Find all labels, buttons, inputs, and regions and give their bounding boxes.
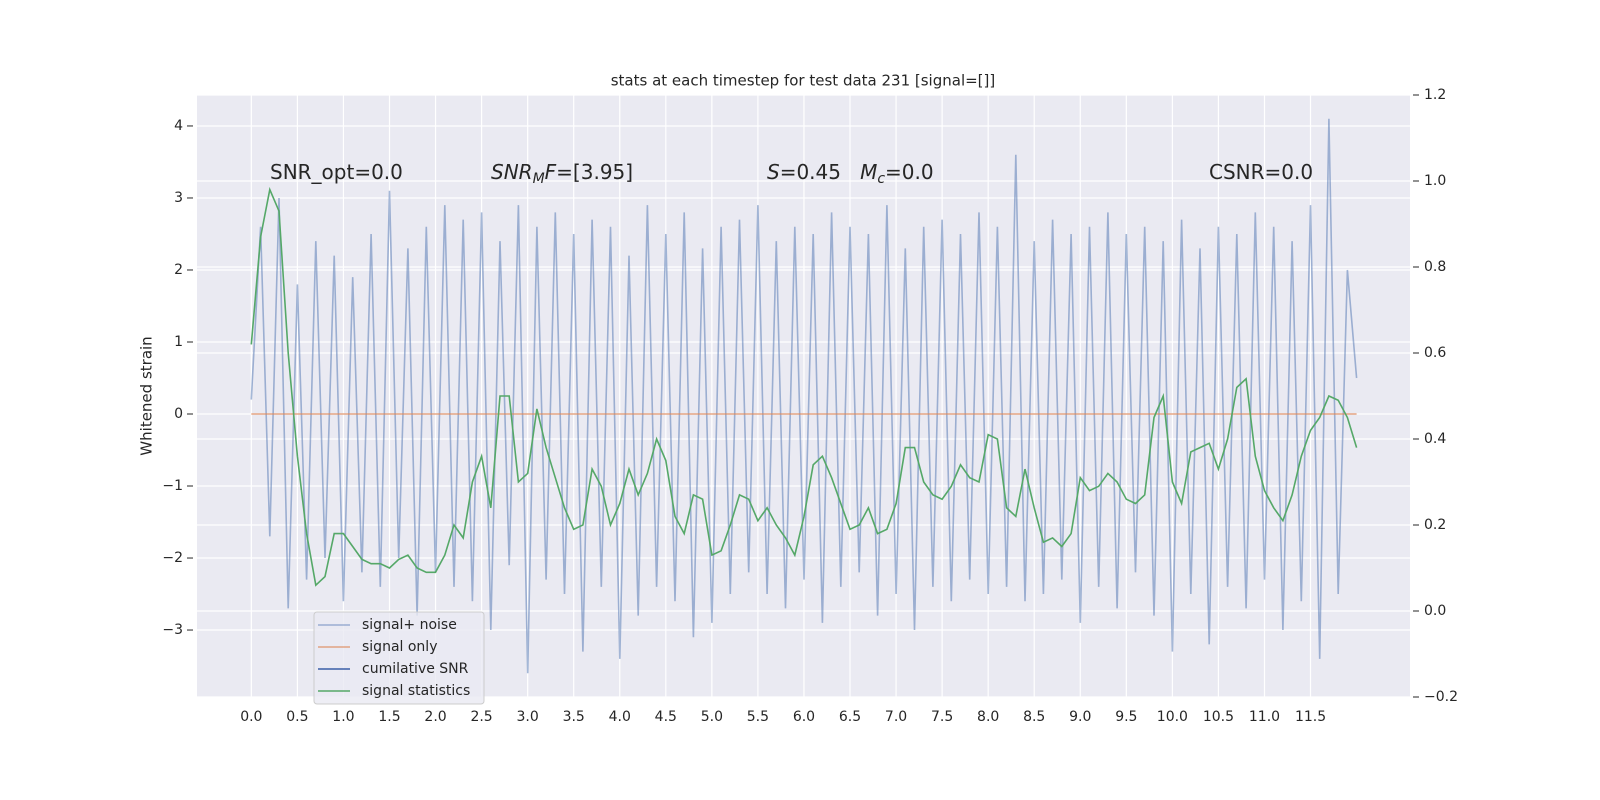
y2-tick-label: 0.0 — [1424, 603, 1446, 619]
annotation-part: M — [533, 171, 545, 187]
x-tick-label: 5.5 — [747, 709, 769, 725]
y-tick-label: −2 — [162, 550, 183, 566]
y2-tick-label: 0.6 — [1424, 345, 1446, 361]
x-tick-label: 4.5 — [655, 709, 677, 725]
x-tick-label: 3.5 — [563, 709, 585, 725]
x-tick-label: 5.0 — [701, 709, 723, 725]
x-tick-label: 6.5 — [839, 709, 861, 725]
y-tick-label: 2 — [174, 262, 183, 278]
x-tick-label: 2.5 — [470, 709, 492, 725]
x-tick-label: 7.5 — [931, 709, 953, 725]
x-tick-label: 3.0 — [517, 709, 539, 725]
y2-tick-label: 0.4 — [1424, 431, 1446, 447]
x-tick-label: 9.0 — [1069, 709, 1091, 725]
y-axis-label: Whitened strain — [138, 336, 156, 455]
x-tick-label: 8.5 — [1023, 709, 1045, 725]
y2-tick-label: −0.2 — [1424, 689, 1458, 705]
x-tick-label: 6.0 — [793, 709, 815, 725]
x-tick-label: 4.0 — [609, 709, 631, 725]
y-tick-label: −3 — [162, 622, 183, 638]
y-tick-label: 1 — [174, 334, 183, 350]
legend-label: cumilative SNR — [362, 661, 469, 677]
x-tick-label: 2.0 — [424, 709, 446, 725]
y2-tick-label: 0.2 — [1424, 517, 1446, 533]
annotation: SNRMF=[3.95] — [491, 160, 633, 188]
x-tick-label: 11.5 — [1295, 709, 1326, 725]
legend-box — [313, 611, 485, 705]
y-tick-label: 3 — [174, 190, 183, 206]
annotation: SNR_opt=0.0 — [270, 160, 403, 184]
y2-tick-label: 1.2 — [1424, 87, 1446, 103]
y-tick-label: 0 — [174, 406, 183, 422]
annotation-part: =0.0 — [885, 160, 934, 184]
annotation-part: SNR — [491, 160, 533, 184]
x-tick-label: 0.5 — [286, 709, 308, 725]
annotation-part: =0.45 — [780, 160, 860, 184]
x-tick-label: 10.5 — [1203, 709, 1234, 725]
annotation-part: S — [767, 160, 780, 184]
annotation: S=0.45 Mc=0.0 — [767, 160, 934, 188]
series-line — [250, 186, 1358, 587]
y2-tick-label: 1.0 — [1424, 173, 1446, 189]
x-tick-label: 1.5 — [378, 709, 400, 725]
x-tick-label: 0.0 — [240, 709, 262, 725]
annotation: CSNR=0.0 — [1209, 160, 1313, 184]
annotation-part: F — [545, 160, 557, 184]
x-tick-label: 9.5 — [1115, 709, 1137, 725]
y-tick-label: 4 — [174, 118, 183, 134]
x-tick-label: 8.0 — [977, 709, 999, 725]
annotation-part: M — [860, 160, 877, 184]
y-tick-label: −1 — [162, 478, 183, 494]
annotation-part: =[3.95] — [556, 160, 633, 184]
x-tick-label: 1.0 — [332, 709, 354, 725]
annotation-part: SNR_opt=0.0 — [270, 160, 403, 184]
legend-label: signal only — [362, 639, 437, 655]
annotation-part: CSNR=0.0 — [1209, 160, 1313, 184]
x-tick-label: 11.0 — [1249, 709, 1280, 725]
chart-title: stats at each timestep for test data 231… — [611, 72, 996, 90]
annotation-part: c — [877, 171, 885, 187]
y2-tick-label: 0.8 — [1424, 259, 1446, 275]
x-tick-label: 7.0 — [885, 709, 907, 725]
x-tick-label: 10.0 — [1157, 709, 1188, 725]
legend-label: signal statistics — [362, 683, 470, 699]
legend-label: signal+ noise — [362, 617, 457, 633]
